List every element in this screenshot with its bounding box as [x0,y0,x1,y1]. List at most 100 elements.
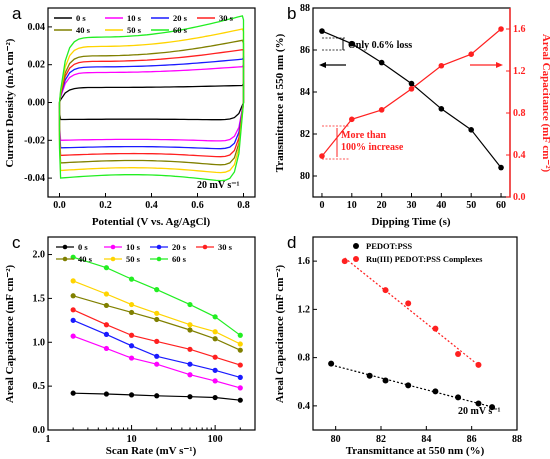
data-point-c [128,309,135,316]
plot-frame-d [312,236,518,431]
y-tick-label-a: -0.04 [24,173,45,184]
cv-curve-10s [58,64,245,142]
data-point-c [154,361,160,367]
legend-label-c: 0 s [78,242,88,252]
y-tick-label-c: 0.0 [33,425,46,436]
data-point-c [103,291,110,297]
data-point-c [187,372,193,378]
increase-note-1: More than [341,130,387,141]
data-point-c [237,347,243,353]
y-axis-label-a: Current Density (mA cm⁻²) [4,38,16,167]
legend-label-c: 30 s [218,242,233,252]
panel-a: a 0.0 0.2 0.4 0.6 0.8-0.04-0.020.000.020.04 … [4,4,256,228]
data-point-b [349,40,355,47]
y-tick-label-b-left: 86 [300,45,310,56]
data-point-c [212,329,218,335]
legend-label-d: PEDOT:PSS [366,241,412,251]
data-point-b [349,116,355,123]
x-tick-label-d: 84 [421,434,431,445]
x-tick-label-b: 40 [436,200,446,211]
y-tick-label-c: 1.5 [33,293,46,304]
y-axis-label-c: Areal Capacitance (mF cm⁻²) [4,265,16,404]
x-tick-label-d: 86 [467,434,477,445]
data-point-c [237,385,243,391]
data-point-c [70,333,76,339]
legend-label-a: 0 s [76,13,86,23]
y-axis-label-d: Areal Capacitance (mF cm⁻²) [274,265,286,404]
ticks-c: 1 10 100 0.0 0.5 1.0 1.5 2.0 [33,250,241,445]
panel-label-a: a [12,4,22,23]
legend-marker-d [353,256,359,262]
data-point-d [475,400,482,407]
legend-label-c: 40 s [78,254,93,264]
series-c [70,254,243,403]
data-point-d [455,351,462,358]
x-tick-label-c: 1 [46,434,51,445]
data-point-b [378,59,385,66]
legend-label-a: 50 s [127,25,142,35]
data-point-d [382,287,389,294]
legend-d: PEDOT:PSS Ru(III) PEDOT:PSS Complexes [353,241,483,264]
cv-curve-0s [58,81,245,121]
data-point-c [212,336,218,342]
data-point-c [154,316,160,323]
data-point-c [187,394,193,400]
y-axis-label-b-right: Areal Capacitance (mF cm⁻²) [540,34,550,173]
data-point-c [237,397,243,403]
x-tick-label-b: 20 [377,200,387,211]
data-point-c [70,278,76,284]
y-tick-label-d: 0.4 [298,401,311,412]
data-point-b [438,106,445,112]
data-point-c [187,327,193,333]
cv-curves [58,15,245,182]
y-tick-label-c: 2.0 [33,250,46,261]
legend-label-d: Ru(III) PEDOT:PSS Complexes [366,254,483,264]
x-axis-label-b: Dipping Time (s) [371,216,450,228]
data-point-b [378,107,385,113]
left-axis-arrowhead [319,62,326,68]
y-tick-label-a: -0.02 [24,135,45,146]
data-point-d [475,361,482,368]
y-tick-label-b-left: 82 [300,129,310,140]
x-tick-label-d: 82 [376,434,386,445]
x-tick-label-a: 0.4 [145,200,158,211]
data-point-d [455,394,462,401]
panel-label-d: d [287,233,296,252]
y-tick-label-b-right: 0.8 [513,108,526,119]
data-point-c [128,355,135,361]
legend-marker-c [156,244,162,250]
data-point-c [212,314,218,320]
data-point-c [154,353,160,359]
scan-rate-label-a: 20 mV s⁻¹ [197,180,240,191]
panel-d: d 80 82 84 86 88 0.4 0.8 1.2 1.6 PEDOT:PSS Ru(III… [274,233,522,457]
y-tick-label-b-right: 1.6 [513,24,526,35]
cv-curve-50s [58,28,245,174]
panel-c: c 1 10 100 0.0 0.5 1.0 1.5 2.0 0 s 10 s 20 s 30 s 4… [4,233,256,457]
legend-marker-c [62,244,68,250]
legend-label-c: 20 s [172,242,187,252]
legend-marker-d [353,243,359,249]
y-tick-label-d: 0.8 [298,353,311,364]
x-tick-label-a: 0.2 [99,200,112,211]
data-point-c [103,345,110,352]
scan-rate-label-d: 20 mV s⁻¹ [458,406,501,417]
data-point-b [438,62,445,69]
data-point-c [237,332,243,338]
ticks-d: 80 82 84 86 88 0.4 0.8 1.2 1.6 [298,256,523,445]
data-point-c [154,393,160,399]
y-tick-label-b-right: 1.2 [513,66,526,77]
y-tick-label-b-left: 80 [300,171,310,182]
data-point-d [489,404,496,411]
legend-label-c: 50 s [126,254,141,264]
data-point-c [128,276,135,282]
data-point-c [103,265,110,271]
data-point-c [103,302,110,309]
legend-marker-c [62,256,68,262]
legend-label-a: 20 s [173,13,188,23]
plot-frame-a [47,7,256,198]
data-point-c [128,332,135,338]
ticks-b: 0 10 20 30 40 50 60 80 82 84 86 88 0.0 0.4 0.8 1.2 1.6 [300,3,526,211]
data-point-d [366,372,373,379]
x-tick-label-c: 10 [127,434,137,445]
panel-b: b 0 10 20 30 40 50 60 80 82 84 86 88 0.0 0.4 0.8 1.2 1.6… [274,3,550,228]
